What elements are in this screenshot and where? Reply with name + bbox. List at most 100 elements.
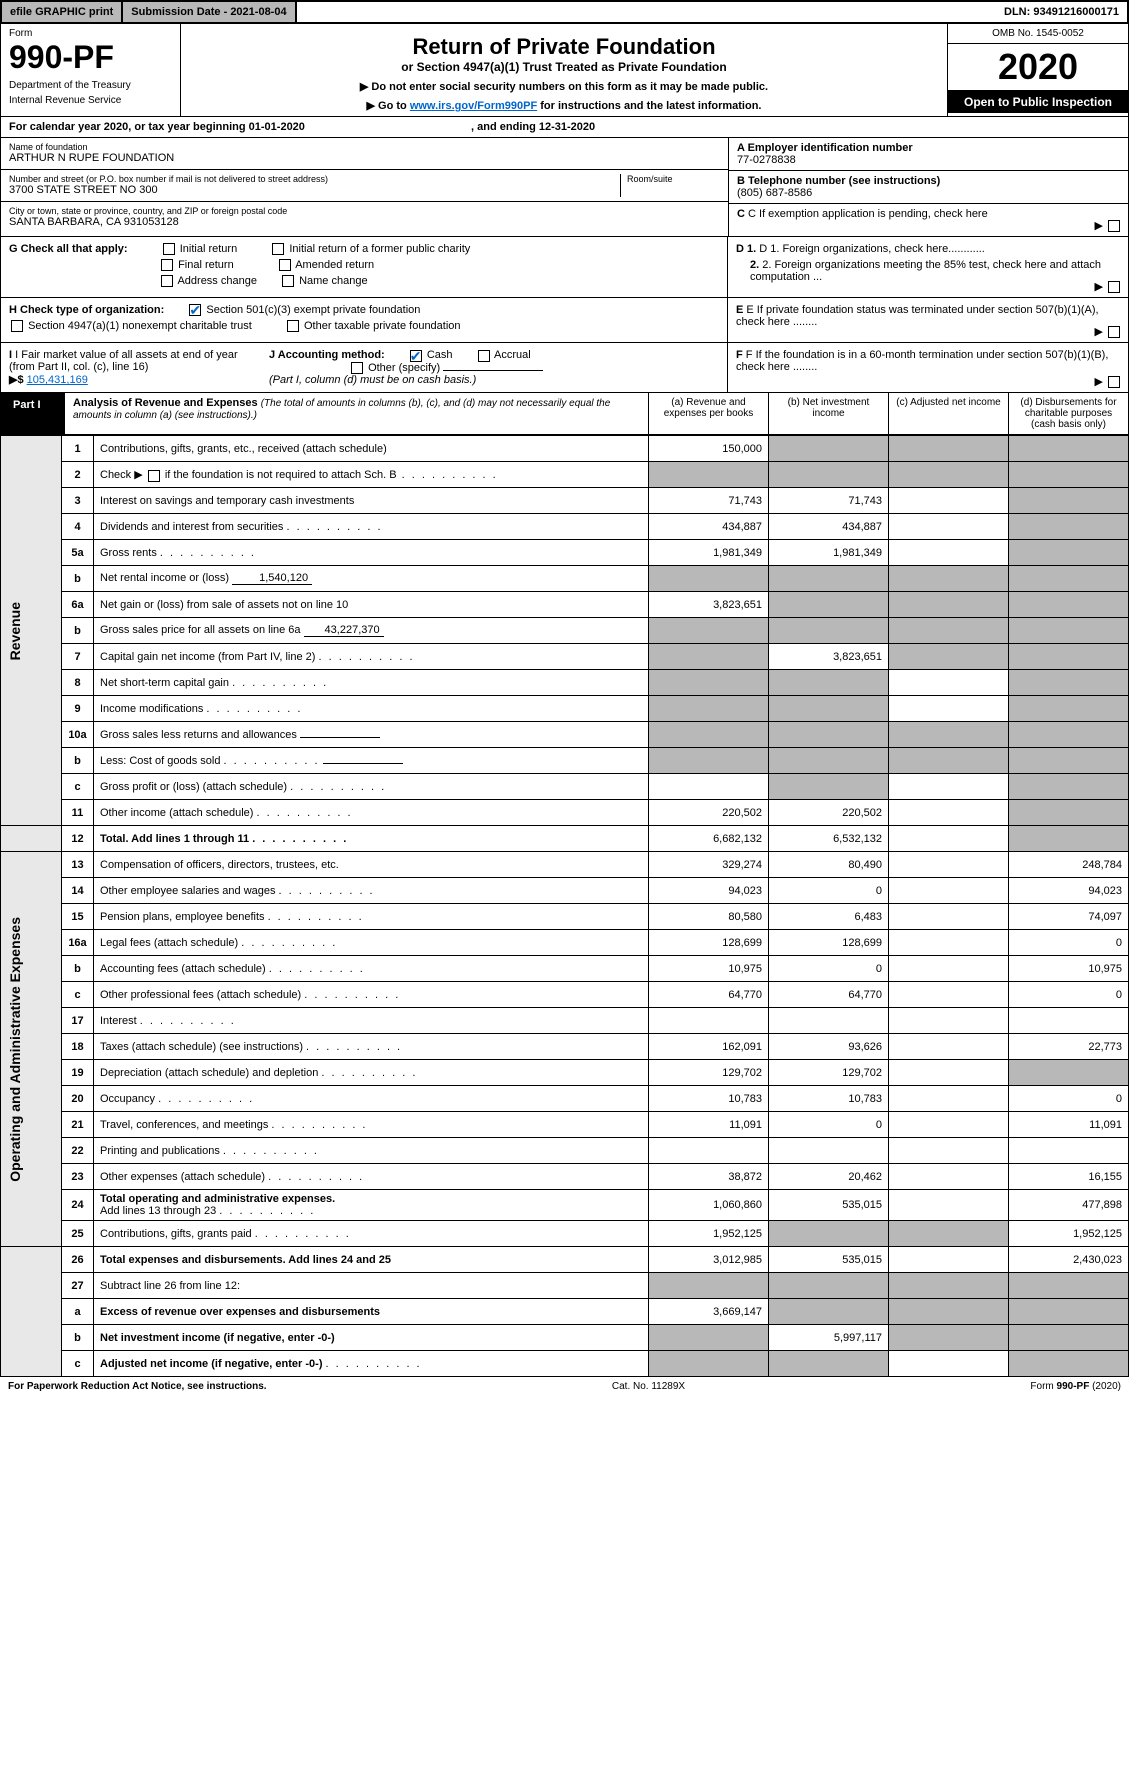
h-label: H Check type of organization: bbox=[9, 304, 164, 316]
table-row: 24Total operating and administrative exp… bbox=[1, 1190, 1129, 1221]
omb-number: OMB No. 1545-0052 bbox=[948, 24, 1128, 44]
city-label: City or town, state or province, country… bbox=[9, 206, 720, 216]
table-row: 18Taxes (attach schedule) (see instructi… bbox=[1, 1034, 1129, 1060]
table-row: 14Other employee salaries and wages 94,0… bbox=[1, 878, 1129, 904]
table-row: 8Net short-term capital gain bbox=[1, 670, 1129, 696]
col-d: (d) Disbursements for charitable purpose… bbox=[1008, 393, 1128, 434]
exemption-pending-cell: C C If exemption application is pending,… bbox=[729, 204, 1128, 236]
cb-addr-change[interactable] bbox=[161, 275, 173, 287]
foundation-name: ARTHUR N RUPE FOUNDATION bbox=[9, 152, 720, 164]
cb-501c3[interactable] bbox=[189, 304, 201, 316]
part1-label: Part I bbox=[1, 393, 65, 434]
table-row: 15Pension plans, employee benefits 80,58… bbox=[1, 904, 1129, 930]
city-cell: City or town, state or province, country… bbox=[1, 202, 728, 234]
table-row: 9Income modifications bbox=[1, 696, 1129, 722]
table-row: 10aGross sales less returns and allowanc… bbox=[1, 722, 1129, 748]
f-section: F F If the foundation is in a 60-month t… bbox=[728, 343, 1128, 392]
table-row: bNet investment income (if negative, ent… bbox=[1, 1325, 1129, 1351]
j-label: J Accounting method: bbox=[269, 349, 385, 361]
table-row: 5aGross rents 1,981,3491,981,349 bbox=[1, 540, 1129, 566]
table-row: bLess: Cost of goods sold bbox=[1, 748, 1129, 774]
cb-other-taxable[interactable] bbox=[287, 320, 299, 332]
address: 3700 STATE STREET NO 300 bbox=[9, 184, 620, 196]
c-checkbox[interactable] bbox=[1108, 220, 1120, 232]
j-note: (Part I, column (d) must be on cash basi… bbox=[269, 374, 719, 386]
g-label: G Check all that apply: bbox=[9, 243, 128, 255]
note-ssn: ▶ Do not enter social security numbers o… bbox=[189, 80, 939, 93]
form-number: 990-PF bbox=[9, 39, 172, 76]
table-row: 25Contributions, gifts, grants paid 1,95… bbox=[1, 1221, 1129, 1247]
table-row: 4Dividends and interest from securities … bbox=[1, 514, 1129, 540]
city: SANTA BARBARA, CA 931053128 bbox=[9, 216, 720, 228]
col-b: (b) Net investment income bbox=[768, 393, 888, 434]
note-pre: ▶ Go to bbox=[367, 100, 410, 112]
dept-treasury: Department of the Treasury bbox=[9, 80, 172, 91]
submission-date: Submission Date - 2021-08-04 bbox=[123, 2, 296, 22]
open-public: Open to Public Inspection bbox=[948, 91, 1128, 113]
name-label: Name of foundation bbox=[9, 142, 720, 152]
cb-4947[interactable] bbox=[11, 320, 23, 332]
ein-cell: A Employer identification number 77-0278… bbox=[729, 138, 1128, 171]
table-row: bAccounting fees (attach schedule) 10,97… bbox=[1, 956, 1129, 982]
part1-cols: (a) Revenue and expenses per books (b) N… bbox=[648, 393, 1128, 434]
note-post: for instructions and the latest informat… bbox=[537, 100, 761, 112]
footer: For Paperwork Reduction Act Notice, see … bbox=[0, 1377, 1129, 1396]
table-row: 19Depreciation (attach schedule) and dep… bbox=[1, 1060, 1129, 1086]
table-row: 22Printing and publications bbox=[1, 1138, 1129, 1164]
part1-header: Part I Analysis of Revenue and Expenses … bbox=[0, 393, 1129, 435]
calyear-mid: , and ending 12-31-2020 bbox=[471, 121, 595, 133]
cb-f[interactable] bbox=[1108, 376, 1120, 388]
table-row: 12Total. Add lines 1 through 11 6,682,13… bbox=[1, 826, 1129, 852]
ein-label: A Employer identification number bbox=[737, 142, 1120, 154]
form-label: Form bbox=[9, 28, 172, 39]
cb-other-acct[interactable] bbox=[351, 362, 363, 374]
phone-value: (805) 687-8586 bbox=[737, 187, 1120, 199]
ein-value: 77-0278838 bbox=[737, 154, 1120, 166]
h-section: H Check type of organization: Section 50… bbox=[1, 298, 728, 342]
cb-name-change[interactable] bbox=[282, 275, 294, 287]
i-label: I Fair market value of all assets at end… bbox=[9, 349, 238, 373]
address-cell: Number and street (or P.O. box number if… bbox=[1, 170, 728, 202]
cb-d2[interactable] bbox=[1108, 281, 1120, 293]
return-title: Return of Private Foundation bbox=[189, 34, 939, 60]
phone-cell: B Telephone number (see instructions) (8… bbox=[729, 171, 1128, 204]
e-section: E E If private foundation status was ter… bbox=[728, 298, 1128, 342]
addr-label: Number and street (or P.O. box number if… bbox=[9, 174, 620, 184]
phone-label: B Telephone number (see instructions) bbox=[737, 175, 1120, 187]
cb-e[interactable] bbox=[1108, 326, 1120, 338]
cb-initial-former[interactable] bbox=[272, 243, 284, 255]
table-row: bGross sales price for all assets on lin… bbox=[1, 618, 1129, 644]
cb-sch-b[interactable] bbox=[148, 470, 160, 482]
topbar: efile GRAPHIC print Submission Date - 20… bbox=[0, 0, 1129, 24]
footer-catno: Cat. No. 11289X bbox=[612, 1381, 685, 1392]
cb-initial[interactable] bbox=[163, 243, 175, 255]
calendar-year-row: For calendar year 2020, or tax year begi… bbox=[0, 117, 1129, 138]
calyear-pre: For calendar year 2020, or tax year begi… bbox=[9, 121, 305, 133]
col-c: (c) Adjusted net income bbox=[888, 393, 1008, 434]
g-d-row: G Check all that apply: Initial return I… bbox=[0, 237, 1129, 298]
table-row: 23Other expenses (attach schedule) 38,87… bbox=[1, 1164, 1129, 1190]
table-row: 6aNet gain or (loss) from sale of assets… bbox=[1, 592, 1129, 618]
footer-form: Form 990-PF (2020) bbox=[1030, 1381, 1121, 1392]
cb-final[interactable] bbox=[161, 259, 173, 271]
fmv-link[interactable]: 105,431,169 bbox=[27, 374, 88, 386]
table-row: 20Occupancy 10,78310,7830 bbox=[1, 1086, 1129, 1112]
table-row: 7Capital gain net income (from Part IV, … bbox=[1, 644, 1129, 670]
table-row: cOther professional fees (attach schedul… bbox=[1, 982, 1129, 1008]
col-a: (a) Revenue and expenses per books bbox=[648, 393, 768, 434]
table-row: Revenue 1 Contributions, gifts, grants, … bbox=[1, 436, 1129, 462]
table-row: 11Other income (attach schedule) 220,502… bbox=[1, 800, 1129, 826]
header-left: Form 990-PF Department of the Treasury I… bbox=[1, 24, 181, 116]
footer-left: For Paperwork Reduction Act Notice, see … bbox=[8, 1381, 267, 1392]
side-revenue: Revenue bbox=[7, 602, 23, 660]
table-row: 26Total expenses and disbursements. Add … bbox=[1, 1247, 1129, 1273]
cb-accrual[interactable] bbox=[478, 350, 490, 362]
form990pf-link[interactable]: www.irs.gov/Form990PF bbox=[410, 100, 537, 112]
h-e-row: H Check type of organization: Section 50… bbox=[0, 298, 1129, 343]
header-mid: Return of Private Foundation or Section … bbox=[181, 24, 948, 116]
cb-cash[interactable] bbox=[410, 350, 422, 362]
cb-amended[interactable] bbox=[279, 259, 291, 271]
table-row: 3Interest on savings and temporary cash … bbox=[1, 488, 1129, 514]
header-right: OMB No. 1545-0052 2020 Open to Public In… bbox=[948, 24, 1128, 116]
table-row: 21Travel, conferences, and meetings 11,0… bbox=[1, 1112, 1129, 1138]
